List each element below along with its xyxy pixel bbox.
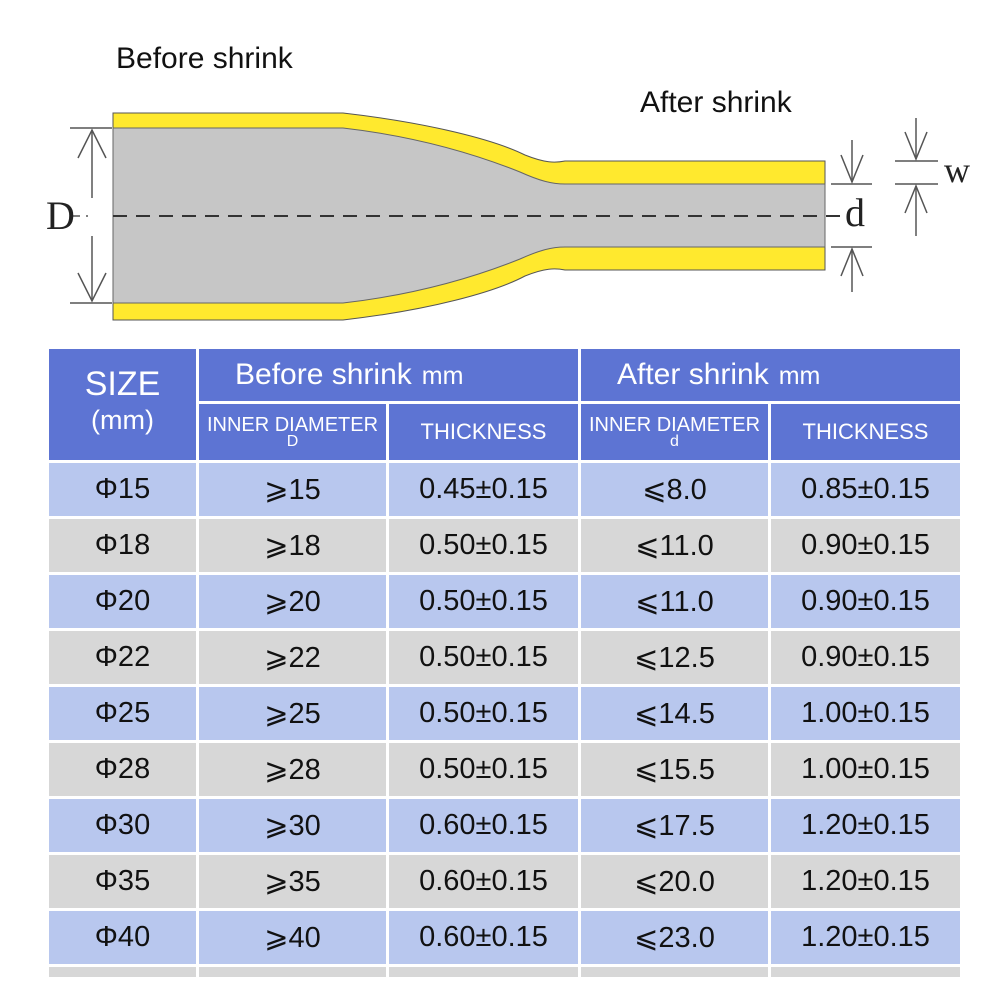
before-thickness-cell: 0.45±0.15 [386, 460, 581, 519]
size-cell: Φ40 [46, 908, 199, 967]
size-cell: Φ30 [46, 796, 199, 855]
size-cell: Φ25 [46, 684, 199, 743]
table-row-partial [46, 964, 963, 980]
after-thickness-cell: 0.90±0.15 [768, 572, 963, 631]
after-shrink-header-label: After shrink [617, 358, 769, 391]
size-header-unit: (mm) [91, 405, 154, 435]
after-thickness-cell: 1.00±0.15 [768, 684, 963, 743]
size-cell: Φ35 [46, 852, 199, 911]
after-thickness-cell: 0.85±0.15 [768, 460, 963, 519]
after-thickness-header: THICKNESS [768, 401, 963, 463]
after-shrink-header-unit: mm [778, 362, 821, 390]
size-cell: Φ28 [46, 740, 199, 799]
table-row: Φ15 ⩾15 0.45±0.15 ⩽8.0 0.85±0.15 [46, 460, 963, 519]
before-inner-diameter-cell: ⩾28 [196, 740, 389, 799]
size-cell: Φ20 [46, 572, 199, 631]
after-thickness-cell: 1.00±0.15 [768, 740, 963, 799]
sleeve-drawing [70, 112, 938, 321]
before-inner-diameter-cell: ⩾35 [196, 852, 389, 911]
before-inner-diameter-cell: ⩾20 [196, 572, 389, 631]
before-shrink-header: Before shrink mm [196, 346, 581, 404]
after-inner-diameter-cell: ⩽14.5 [578, 684, 771, 743]
before-thickness-cell: 0.50±0.15 [386, 740, 581, 799]
after-inner-diameter-label: INNER DIAMETER [588, 414, 761, 436]
before-thickness-cell: 0.50±0.15 [386, 516, 581, 575]
after-inner-diameter-cell: ⩽8.0 [578, 460, 771, 519]
after-thickness-cell: 1.20±0.15 [768, 852, 963, 911]
dimension-d-marker [831, 140, 872, 292]
before-shrink-header-unit: mm [421, 362, 464, 390]
table-group-header-row: SIZE (mm) Before shrink mm After shrink mm [46, 346, 963, 463]
after-inner-diameter-cell: ⩽15.5 [578, 740, 771, 799]
before-inner-diameter-cell: ⩾18 [196, 516, 389, 575]
dimension-w-marker [895, 118, 938, 236]
table-cell-partial [196, 964, 389, 980]
after-thickness-cell: 1.20±0.15 [768, 796, 963, 855]
before-inner-diameter-cell: ⩾22 [196, 628, 389, 687]
before-inner-diameter-cell: ⩾25 [196, 684, 389, 743]
size-cell: Φ15 [46, 460, 199, 519]
after-inner-diameter-cell: ⩽12.5 [578, 628, 771, 687]
after-thickness-cell: 1.20±0.15 [768, 908, 963, 967]
size-cell: Φ18 [46, 516, 199, 575]
table-row: Φ30 ⩾30 0.60±0.15 ⩽17.5 1.20±0.15 [46, 796, 963, 855]
before-shrink-label: Before shrink [116, 42, 293, 75]
table-row: Φ28 ⩾28 0.50±0.15 ⩽15.5 1.00±0.15 [46, 740, 963, 799]
table-row: Φ18 ⩾18 0.50±0.15 ⩽11.0 0.90±0.15 [46, 516, 963, 575]
table-row: Φ40 ⩾40 0.60±0.15 ⩽23.0 1.20±0.15 [46, 908, 963, 967]
spec-table-body: Φ15 ⩾15 0.45±0.15 ⩽8.0 0.85±0.15 Φ18 ⩾18 0.50±0… [46, 460, 963, 980]
table-cell-partial [386, 964, 581, 980]
before-inner-diameter-cell: ⩾30 [196, 796, 389, 855]
before-thickness-cell: 0.50±0.15 [386, 572, 581, 631]
before-inner-diameter-header: INNER DIAMETER D [196, 401, 389, 463]
table-row: Φ35 ⩾35 0.60±0.15 ⩽20.0 1.20±0.15 [46, 852, 963, 911]
before-thickness-header: THICKNESS [386, 401, 581, 463]
spec-table: SIZE (mm) Before shrink mm After shrink mm… [46, 346, 963, 980]
before-shrink-header-label: Before shrink [235, 358, 412, 391]
table-cell-partial [578, 964, 771, 980]
size-header-label: SIZE [84, 365, 161, 403]
table-row: Φ25 ⩾25 0.50±0.15 ⩽14.5 1.00±0.15 [46, 684, 963, 743]
size-header: SIZE (mm) [46, 346, 199, 463]
after-inner-diameter-cell: ⩽17.5 [578, 796, 771, 855]
table-sub-header-row: INNER DIAMETER D THICKNESS INNER DIAMETE… [48, 401, 963, 463]
before-inner-diameter-label: INNER DIAMETER [206, 414, 379, 436]
dimension-d-label: d [845, 190, 865, 235]
dimension-D-marker [70, 127, 112, 304]
after-inner-diameter-symbol: d [670, 433, 679, 450]
table-cell-partial [768, 964, 963, 980]
table-cell-partial [46, 964, 199, 980]
after-inner-diameter-cell: ⩽11.0 [578, 572, 771, 631]
before-inner-diameter-cell: ⩾15 [196, 460, 389, 519]
before-thickness-cell: 0.50±0.15 [386, 628, 581, 687]
size-cell: Φ22 [46, 628, 199, 687]
table-row: Φ20 ⩾20 0.50±0.15 ⩽11.0 0.90±0.15 [46, 572, 963, 631]
dimension-w-label: w [944, 150, 970, 190]
after-thickness-cell: 0.90±0.15 [768, 628, 963, 687]
shrink-diagram: Before shrink After shrink D d w [0, 0, 1001, 340]
dimension-D-label: D [46, 193, 75, 238]
before-thickness-cell: 0.60±0.15 [386, 852, 581, 911]
after-inner-diameter-cell: ⩽20.0 [578, 852, 771, 911]
before-inner-diameter-symbol: D [286, 433, 299, 450]
before-thickness-cell: 0.60±0.15 [386, 796, 581, 855]
after-thickness-cell: 0.90±0.15 [768, 516, 963, 575]
table-row: Φ22 ⩾22 0.50±0.15 ⩽12.5 0.90±0.15 [46, 628, 963, 687]
before-inner-diameter-cell: ⩾40 [196, 908, 389, 967]
after-inner-diameter-cell: ⩽23.0 [578, 908, 771, 967]
before-thickness-cell: 0.60±0.15 [386, 908, 581, 967]
before-thickness-cell: 0.50±0.15 [386, 684, 581, 743]
after-shrink-label: After shrink [640, 86, 792, 119]
after-inner-diameter-cell: ⩽11.0 [578, 516, 771, 575]
after-shrink-header: After shrink mm [578, 346, 963, 404]
after-inner-diameter-header: INNER DIAMETER d [578, 401, 771, 463]
